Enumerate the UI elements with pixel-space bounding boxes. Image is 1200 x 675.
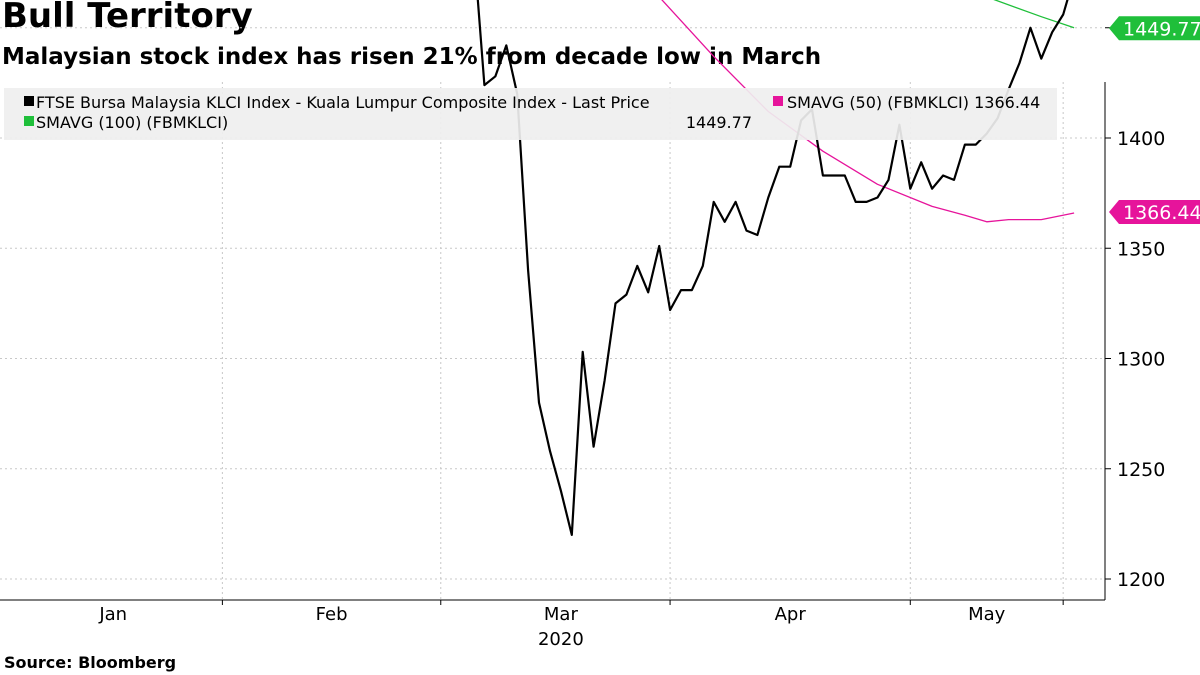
legend: FTSE Bursa Malaysia KLCI Index - Kuala L… [4, 88, 1057, 140]
legend-label: SMAVG (100) (FBMKLCI) [36, 113, 228, 132]
x-tick-label: May [968, 604, 1006, 625]
grid-lines [0, 27, 1105, 600]
x-tick-label: Apr [775, 604, 807, 625]
legend-label: SMAVG (50) (FBMKLCI) 1366.44 [787, 93, 1040, 112]
end-label-text: 1449.77 [1123, 18, 1200, 40]
line-chart: 120012501300135014001450150015501600JanF… [0, 0, 1200, 650]
end-label-tag [1109, 199, 1200, 224]
legend-swatch [773, 96, 783, 106]
chart-subtitle: Malaysian stock index has risen 21% from… [2, 44, 822, 70]
x-tick-label: Feb [316, 604, 348, 625]
y-tick-label: 1300 [1117, 349, 1165, 371]
end-label-tag [1109, 16, 1200, 41]
legend-swatch [24, 116, 34, 126]
legend-box [4, 88, 1057, 140]
y-tick-label: 1350 [1117, 238, 1165, 260]
source-note: Source: Bloomberg [4, 653, 177, 672]
chart-title: Bull Territory [2, 0, 253, 36]
legend-swatch [24, 96, 34, 106]
y-tick-label: 1400 [1117, 128, 1165, 150]
end-label-text: 1366.44 [1123, 202, 1200, 224]
x-tick-label: Mar [544, 604, 579, 625]
series-line [476, 0, 1069, 537]
x-tick-label: Jan [98, 604, 127, 625]
x-year-label: 2020 [538, 629, 584, 650]
legend-value: 1449.77 [686, 113, 752, 132]
series-line [993, 0, 1075, 29]
y-tick-label: 1200 [1117, 569, 1165, 591]
series-layer [476, 0, 1075, 537]
series-line [661, 0, 1075, 223]
y-tick-label: 1250 [1117, 459, 1165, 481]
legend-label: FTSE Bursa Malaysia KLCI Index - Kuala L… [36, 93, 650, 112]
